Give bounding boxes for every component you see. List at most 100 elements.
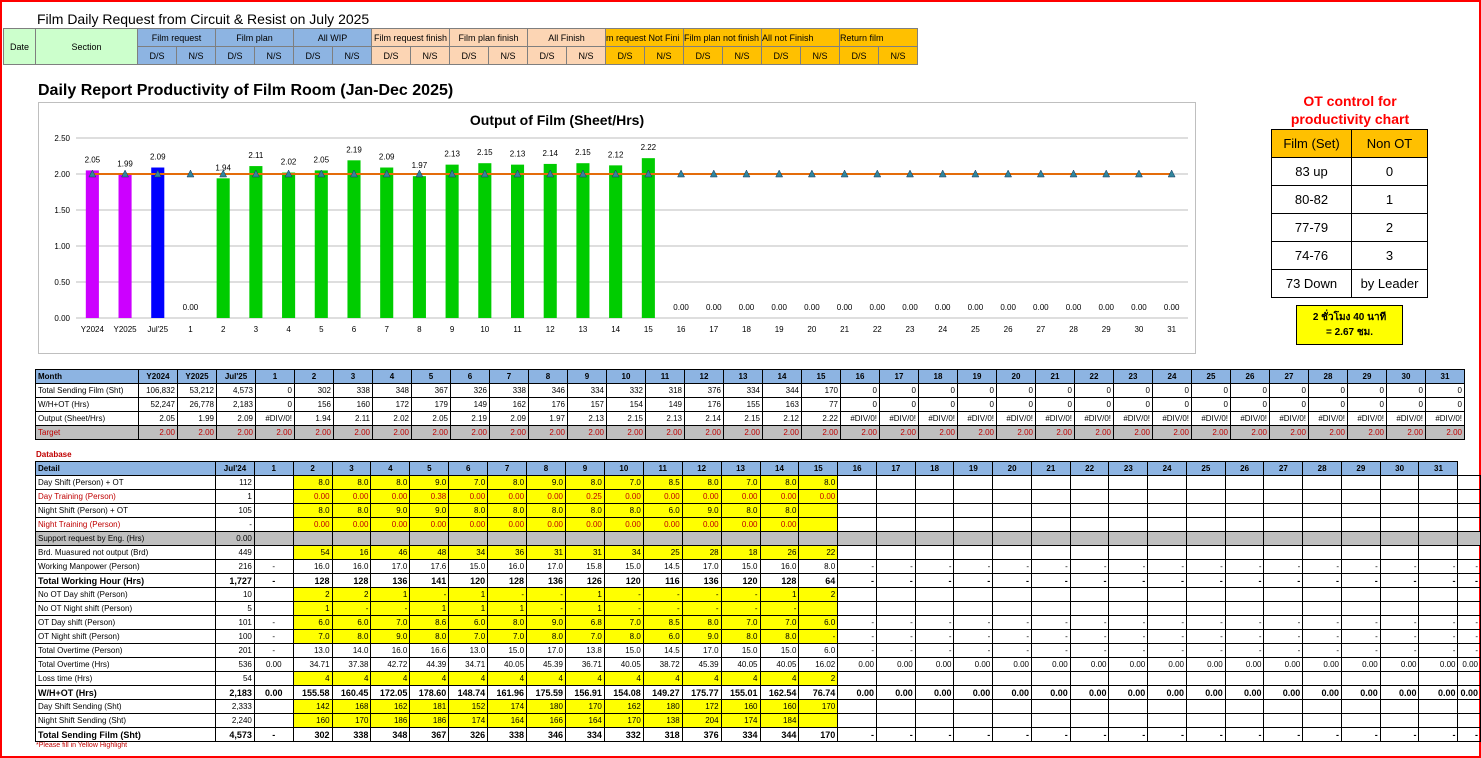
db-cell[interactable]: - bbox=[603, 601, 644, 616]
db-cell[interactable]: - bbox=[409, 587, 450, 602]
db-cell[interactable]: 8.0 bbox=[564, 475, 605, 490]
db-cell[interactable]: 164 bbox=[487, 713, 528, 728]
db-cell[interactable]: 6.8 bbox=[564, 615, 605, 630]
db-cell[interactable]: 8.0 bbox=[487, 615, 528, 630]
db-cell[interactable]: 6.0 bbox=[642, 503, 683, 518]
db-cell[interactable]: 18 bbox=[720, 545, 761, 560]
db-cell[interactable]: - bbox=[642, 601, 683, 616]
db-cell[interactable]: 7.0 bbox=[603, 615, 644, 630]
db-cell[interactable]: 4 bbox=[759, 671, 800, 686]
db-cell[interactable]: 8.0 bbox=[681, 615, 722, 630]
db-cell[interactable]: - bbox=[759, 601, 800, 616]
db-cell[interactable]: - bbox=[526, 601, 566, 616]
db-cell[interactable]: 8.0 bbox=[448, 503, 489, 518]
db-cell[interactable]: 0.00 bbox=[292, 517, 333, 532]
db-cell[interactable]: 4 bbox=[564, 671, 605, 686]
db-cell[interactable]: 4 bbox=[292, 671, 333, 686]
db-cell[interactable]: 8.0 bbox=[487, 503, 528, 518]
bar[interactable] bbox=[543, 163, 557, 318]
db-cell[interactable]: 8.0 bbox=[526, 629, 566, 644]
db-cell[interactable]: 0.00 bbox=[798, 489, 839, 504]
db-cell[interactable]: 25 bbox=[642, 545, 683, 560]
db-cell[interactable]: 7.0 bbox=[603, 475, 644, 490]
db-cell[interactable]: 1 bbox=[759, 587, 800, 602]
db-cell[interactable]: 0.00 bbox=[681, 517, 722, 532]
db-cell[interactable]: 8.0 bbox=[603, 629, 644, 644]
db-cell[interactable]: 1 bbox=[370, 587, 411, 602]
db-cell[interactable]: 2 bbox=[292, 587, 333, 602]
db-cell[interactable]: 16 bbox=[331, 545, 372, 560]
db-cell[interactable]: 186 bbox=[370, 713, 411, 728]
bar[interactable] bbox=[249, 166, 263, 318]
db-cell[interactable]: - bbox=[526, 587, 566, 602]
bar[interactable] bbox=[641, 158, 655, 318]
db-cell[interactable]: 4 bbox=[603, 671, 644, 686]
bar[interactable] bbox=[282, 172, 296, 318]
db-cell[interactable]: 0.00 bbox=[759, 517, 800, 532]
db-cell[interactable]: 6.0 bbox=[448, 615, 489, 630]
bar[interactable] bbox=[510, 164, 525, 318]
db-cell[interactable]: 0.00 bbox=[370, 517, 411, 532]
db-cell[interactable]: 46 bbox=[370, 545, 411, 560]
db-cell[interactable]: 7.0 bbox=[370, 615, 411, 630]
bar[interactable] bbox=[151, 167, 165, 318]
db-cell[interactable]: 8.0 bbox=[759, 629, 800, 644]
db-cell[interactable]: 166 bbox=[526, 713, 566, 728]
db-cell[interactable]: 0.00 bbox=[448, 489, 489, 504]
db-cell[interactable]: 8.0 bbox=[331, 475, 372, 490]
db-cell[interactable]: - bbox=[370, 601, 411, 616]
db-cell[interactable]: 0.00 bbox=[526, 489, 566, 504]
db-cell[interactable]: 0.25 bbox=[564, 489, 605, 504]
db-cell[interactable]: 4 bbox=[370, 671, 411, 686]
db-cell[interactable]: 174 bbox=[487, 699, 528, 714]
db-cell[interactable]: 204 bbox=[681, 713, 722, 728]
db-cell[interactable]: 7.0 bbox=[720, 615, 761, 630]
db-cell[interactable]: 4 bbox=[720, 671, 761, 686]
db-cell[interactable]: 8.0 bbox=[603, 503, 644, 518]
db-cell[interactable]: 9.0 bbox=[526, 475, 566, 490]
db-cell[interactable]: 8.0 bbox=[759, 503, 800, 518]
db-cell[interactable]: 0.00 bbox=[642, 489, 683, 504]
db-cell[interactable]: - bbox=[720, 587, 761, 602]
db-cell[interactable]: 36 bbox=[487, 545, 528, 560]
bar[interactable] bbox=[412, 176, 426, 318]
db-cell[interactable]: 180 bbox=[526, 699, 566, 714]
db-cell[interactable]: - bbox=[603, 587, 644, 602]
db-cell[interactable]: 54 bbox=[292, 545, 333, 560]
bar[interactable] bbox=[478, 163, 492, 318]
db-cell[interactable]: 4 bbox=[681, 671, 722, 686]
db-cell[interactable]: 8.0 bbox=[331, 503, 372, 518]
db-cell[interactable]: 164 bbox=[564, 713, 605, 728]
db-cell[interactable] bbox=[798, 517, 839, 532]
bar[interactable] bbox=[314, 170, 328, 318]
db-cell[interactable]: 9.0 bbox=[409, 503, 450, 518]
db-cell[interactable]: 138 bbox=[642, 713, 683, 728]
db-cell[interactable]: 4 bbox=[487, 671, 528, 686]
db-cell[interactable]: 8.0 bbox=[331, 629, 372, 644]
db-cell[interactable]: 0.00 bbox=[331, 489, 372, 504]
db-cell[interactable]: 170 bbox=[603, 713, 644, 728]
db-cell[interactable]: 6.0 bbox=[642, 629, 683, 644]
db-cell[interactable]: 8.5 bbox=[642, 475, 683, 490]
db-cell[interactable]: 8.0 bbox=[370, 475, 411, 490]
db-cell[interactable]: 8.0 bbox=[487, 475, 528, 490]
db-cell[interactable]: - bbox=[681, 587, 722, 602]
db-cell[interactable]: 9.0 bbox=[681, 503, 722, 518]
db-cell[interactable]: 0.00 bbox=[370, 489, 411, 504]
db-cell[interactable]: 142 bbox=[292, 699, 333, 714]
db-cell[interactable]: 170 bbox=[564, 699, 605, 714]
db-cell[interactable]: 7.0 bbox=[487, 629, 528, 644]
db-cell[interactable]: 4 bbox=[409, 671, 450, 686]
db-cell[interactable]: 0.00 bbox=[720, 517, 761, 532]
db-cell[interactable]: 152 bbox=[448, 699, 489, 714]
db-cell[interactable]: 6.0 bbox=[292, 615, 333, 630]
db-cell[interactable]: 1 bbox=[564, 601, 605, 616]
db-cell[interactable]: 6.0 bbox=[798, 615, 839, 630]
db-cell[interactable]: 0.00 bbox=[526, 517, 566, 532]
db-cell[interactable]: 8.0 bbox=[681, 475, 722, 490]
db-cell[interactable]: - bbox=[798, 629, 839, 644]
db-cell[interactable]: 162 bbox=[603, 699, 644, 714]
db-cell[interactable]: 181 bbox=[409, 699, 450, 714]
db-cell[interactable]: 0.00 bbox=[292, 489, 333, 504]
db-cell[interactable]: 7.0 bbox=[292, 629, 333, 644]
